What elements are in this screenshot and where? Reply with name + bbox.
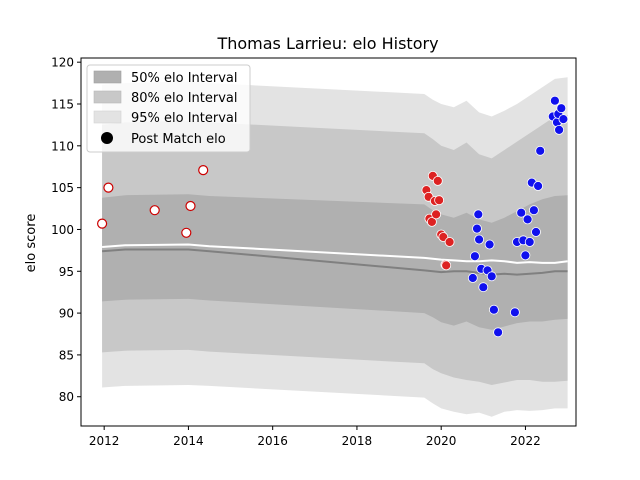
data-point-late xyxy=(484,239,495,250)
y-axis-label: elo score xyxy=(24,214,39,273)
data-point-late xyxy=(535,145,546,156)
y-tick-label: 100 xyxy=(51,223,74,237)
y-tick-label: 105 xyxy=(51,181,74,195)
series-late xyxy=(467,95,569,338)
x-tick-label: 2018 xyxy=(342,434,373,448)
data-point-early xyxy=(149,205,160,216)
data-point-mid xyxy=(444,237,455,247)
legend-swatch-80 xyxy=(93,90,122,104)
x-tick-label: 2022 xyxy=(510,434,541,448)
data-point-early xyxy=(198,165,209,176)
data-point-late xyxy=(469,251,480,262)
median-elo-line xyxy=(102,248,568,276)
data-point-mid xyxy=(441,260,452,271)
x-tick-label: 2016 xyxy=(257,434,288,448)
legend-label-50: 50% elo Interval xyxy=(131,71,238,86)
series-early xyxy=(96,165,209,238)
data-point-late xyxy=(558,114,569,124)
y-tick-label: 110 xyxy=(51,139,74,153)
series-mid xyxy=(421,170,455,271)
data-point-mid xyxy=(434,195,445,206)
data-point-mid xyxy=(426,216,437,227)
data-point-late xyxy=(472,223,482,234)
data-point-early xyxy=(103,182,114,193)
y-tick-label: 85 xyxy=(59,348,74,362)
data-point-late xyxy=(474,234,485,245)
legend-swatch-50 xyxy=(93,70,122,84)
data-point-late xyxy=(493,327,504,338)
data-point-late xyxy=(516,207,527,218)
data-point-late xyxy=(550,95,560,106)
data-point-early xyxy=(181,227,192,238)
y-tick-label: 120 xyxy=(51,56,74,70)
y-tick-label: 80 xyxy=(59,390,74,404)
y-tick-label: 90 xyxy=(59,307,74,321)
mean-elo-line xyxy=(102,243,568,264)
data-point-late xyxy=(531,227,541,237)
x-tick-label: 2012 xyxy=(89,434,120,448)
data-point-late xyxy=(520,250,531,261)
y-tick-label: 115 xyxy=(51,98,74,112)
plot-area xyxy=(96,77,569,417)
legend-box xyxy=(86,64,251,153)
legend-label-post-match: Post Match elo xyxy=(131,132,226,147)
data-point-late xyxy=(556,103,567,114)
data-point-late xyxy=(510,307,520,318)
legend: 50% elo Interval 80% elo Interval 95% el… xyxy=(86,64,251,153)
data-point-late xyxy=(473,209,484,220)
data-point-late xyxy=(486,271,497,282)
axes: 2012 2014 2016 2018 2020 2022 80 85 90 95 100 105 11… xyxy=(51,56,577,448)
legend-marker-post-match xyxy=(101,132,113,144)
data-point-mid xyxy=(432,175,443,186)
data-point-early xyxy=(96,218,108,229)
x-tick-label: 2020 xyxy=(426,434,457,448)
data-point-late xyxy=(478,282,489,293)
legend-swatch-95 xyxy=(93,110,122,124)
data-point-late xyxy=(524,237,535,247)
legend-label-80: 80% elo Interval xyxy=(131,91,238,106)
data-point-mid xyxy=(431,209,442,220)
axes-frame xyxy=(80,57,577,427)
chart-title: Thomas Larrieu: elo History xyxy=(216,34,438,53)
data-point-late xyxy=(533,181,543,191)
data-point-late xyxy=(529,205,539,216)
y-tick-label: 95 xyxy=(59,265,74,279)
data-point-early xyxy=(185,200,196,212)
data-point-late xyxy=(488,304,499,315)
data-point-late xyxy=(467,273,478,283)
data-point-late xyxy=(554,124,564,135)
legend-label-95: 95% elo Interval xyxy=(131,111,238,126)
x-tick-label: 2014 xyxy=(173,434,204,448)
data-point-late xyxy=(522,214,533,225)
